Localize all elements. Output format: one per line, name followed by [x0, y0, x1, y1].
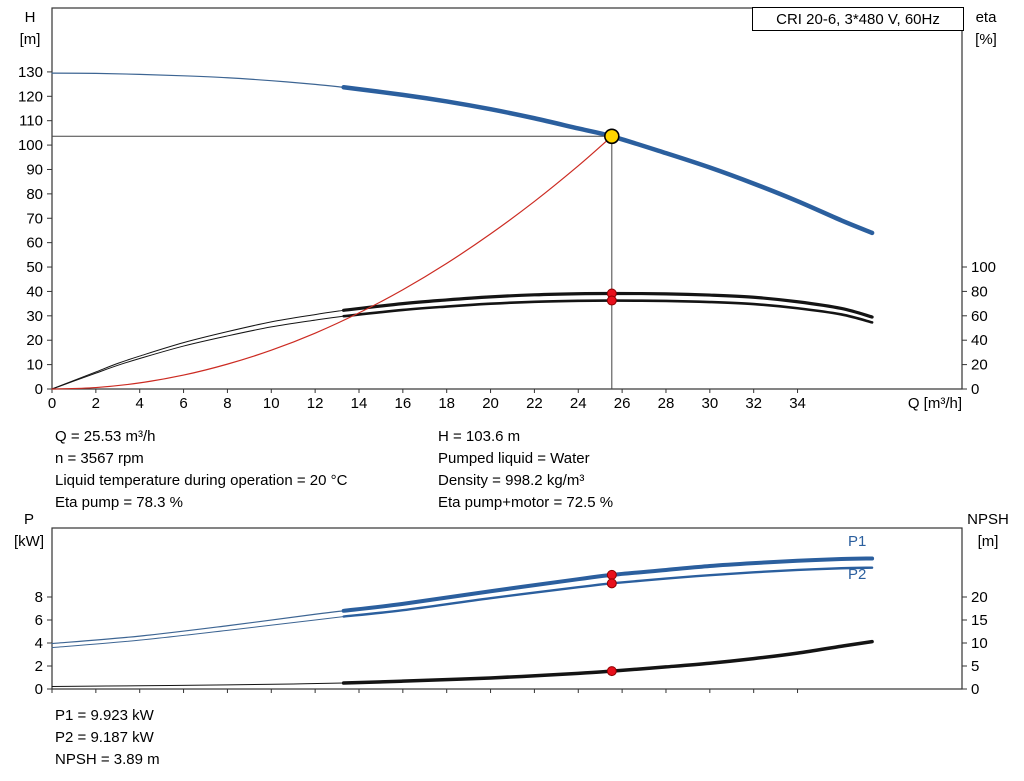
y-left-tick-label: 40 — [26, 283, 43, 300]
p1-point — [606, 569, 617, 580]
npsh-curve-extension — [51, 682, 345, 687]
y-left-tick-label: 4 — [35, 635, 43, 652]
y-right-tick-label: 40 — [971, 332, 988, 349]
y-left-tick-label: 10 — [26, 357, 43, 374]
p2-curve-extension — [51, 616, 345, 649]
p1-curve-extension — [51, 610, 345, 645]
x-tick-label: 2 — [92, 395, 100, 412]
eta-pump-text: Eta pump = 78.3 % — [55, 494, 183, 511]
x-tick-label: 22 — [526, 395, 543, 412]
y-right-tick-label: 0 — [971, 681, 979, 698]
system-curve — [51, 135, 613, 390]
pump-title-box: CRI 20-6, 3*480 V, 60Hz — [752, 7, 964, 31]
duty-flow-text: Q = 25.53 m³/h — [55, 428, 156, 445]
x-tick-label: 4 — [136, 395, 144, 412]
y-right-tick-label: 0 — [971, 381, 979, 398]
duty-speed-text: n = 3567 rpm — [55, 450, 144, 467]
x-tick-label: 16 — [394, 395, 411, 412]
y-left-tick-label: 70 — [26, 210, 43, 227]
y-left-axis-title: P — [24, 511, 34, 528]
y-right-tick-label: 10 — [971, 635, 988, 652]
x-tick-label: 34 — [789, 395, 806, 412]
y-left-tick-label: 0 — [35, 681, 43, 698]
y-right-tick-label: 15 — [971, 612, 988, 629]
x-tick-label: 8 — [223, 395, 231, 412]
npsh-curve — [341, 639, 874, 685]
duty-info-right: H = 103.6 m Pumped liquid = Water Densit… — [438, 426, 613, 514]
y-right-axis-title: eta — [976, 9, 998, 26]
y-right-axis-title: [%] — [975, 31, 997, 48]
series-label-P2: P2 — [848, 566, 866, 583]
p2-point — [606, 578, 617, 589]
y-left-tick-label: 8 — [35, 589, 43, 606]
y-left-axis-title: [kW] — [14, 533, 44, 550]
eta-pump-motor-point — [606, 295, 617, 306]
y-left-tick-label: 6 — [35, 612, 43, 629]
y-left-tick-label: 100 — [18, 137, 43, 154]
series-label-P1: P1 — [848, 533, 866, 550]
x-tick-label: 12 — [307, 395, 324, 412]
x-tick-label: 28 — [658, 395, 675, 412]
eta-pump-curve — [342, 291, 874, 319]
qh-eta-chart: 0102030405060708090100110120130020406080… — [18, 7, 998, 412]
power-info: P1 = 9.923 kW P2 = 9.187 kW NPSH = 3.89 … — [55, 705, 160, 771]
y-right-tick-label: 20 — [971, 357, 988, 374]
y-left-axis-title: [m] — [20, 31, 41, 48]
y-right-tick-label: 20 — [971, 589, 988, 606]
p1-curve — [341, 556, 875, 613]
eta-pump-motor-text: Eta pump+motor = 72.5 % — [438, 494, 614, 511]
head-curve — [341, 85, 875, 236]
y-left-tick-label: 110 — [19, 113, 43, 130]
x-tick-label: 10 — [263, 395, 280, 412]
pumped-liquid-text: Pumped liquid = Water — [438, 450, 590, 467]
x-tick-label: 30 — [701, 395, 718, 412]
y-right-tick-label: 60 — [971, 308, 988, 325]
eta-pump-motor-curve — [342, 299, 874, 324]
y-left-axis-title: H — [25, 9, 36, 26]
y-left-tick-label: 30 — [26, 308, 43, 325]
x-tick-label: 20 — [482, 395, 499, 412]
y-left-tick-label: 20 — [26, 332, 43, 349]
x-axis-title: Q [m³/h] — [908, 395, 962, 412]
x-tick-label: 14 — [351, 395, 368, 412]
power-npsh-chart: 0 2 4 6 8 0 5 10 15 20 P [kW] NPSH [m] P1 P2 — [14, 511, 1009, 698]
y-left-tick-label: 90 — [26, 161, 43, 178]
x-tick-label: 32 — [745, 395, 762, 412]
y-right-axis-title: [m] — [978, 533, 999, 550]
eta-pump-extension — [51, 309, 345, 390]
x-tick-label: 18 — [438, 395, 455, 412]
x-tick-label: 6 — [179, 395, 187, 412]
npsh-point — [606, 666, 617, 677]
y-right-tick-label: 5 — [971, 658, 979, 675]
y-left-tick-label: 80 — [26, 186, 43, 203]
y-left-tick-label: 2 — [35, 658, 43, 675]
y-left-tick-label: 50 — [26, 259, 43, 276]
y-right-tick-label: 80 — [971, 283, 988, 300]
y-left-tick-label: 130 — [18, 64, 43, 81]
p2-curve — [342, 566, 874, 618]
head-curve-extension — [51, 72, 345, 88]
plot-frame — [51, 527, 963, 690]
y-right-tick-label: 100 — [971, 259, 996, 276]
p2-text: P2 = 9.187 kW — [55, 729, 154, 746]
pump-title: CRI 20-6, 3*480 V, 60Hz — [776, 10, 940, 28]
eta-pump-motor-extension — [51, 315, 345, 390]
y-left-tick-label: 0 — [35, 381, 43, 398]
liquid-temp-text: Liquid temperature during operation = 20… — [55, 472, 348, 489]
plot-frame — [51, 7, 963, 390]
p1-text: P1 = 9.923 kW — [55, 707, 154, 724]
x-tick-label: 24 — [570, 395, 587, 412]
duty-head-text: H = 103.6 m — [438, 428, 521, 445]
x-tick-label: 0 — [48, 395, 56, 412]
y-right-axis-title: NPSH — [967, 511, 1009, 528]
duty-point — [604, 128, 620, 145]
y-left-tick-label: 120 — [18, 88, 43, 105]
y-left-tick-label: 60 — [26, 235, 43, 252]
x-tick-label: 26 — [614, 395, 631, 412]
density-text: Density = 998.2 kg/m³ — [438, 472, 585, 489]
npsh-text: NPSH = 3.89 m — [55, 751, 160, 768]
duty-info-left: Q = 25.53 m³/h n = 3567 rpm Liquid tempe… — [55, 426, 347, 514]
